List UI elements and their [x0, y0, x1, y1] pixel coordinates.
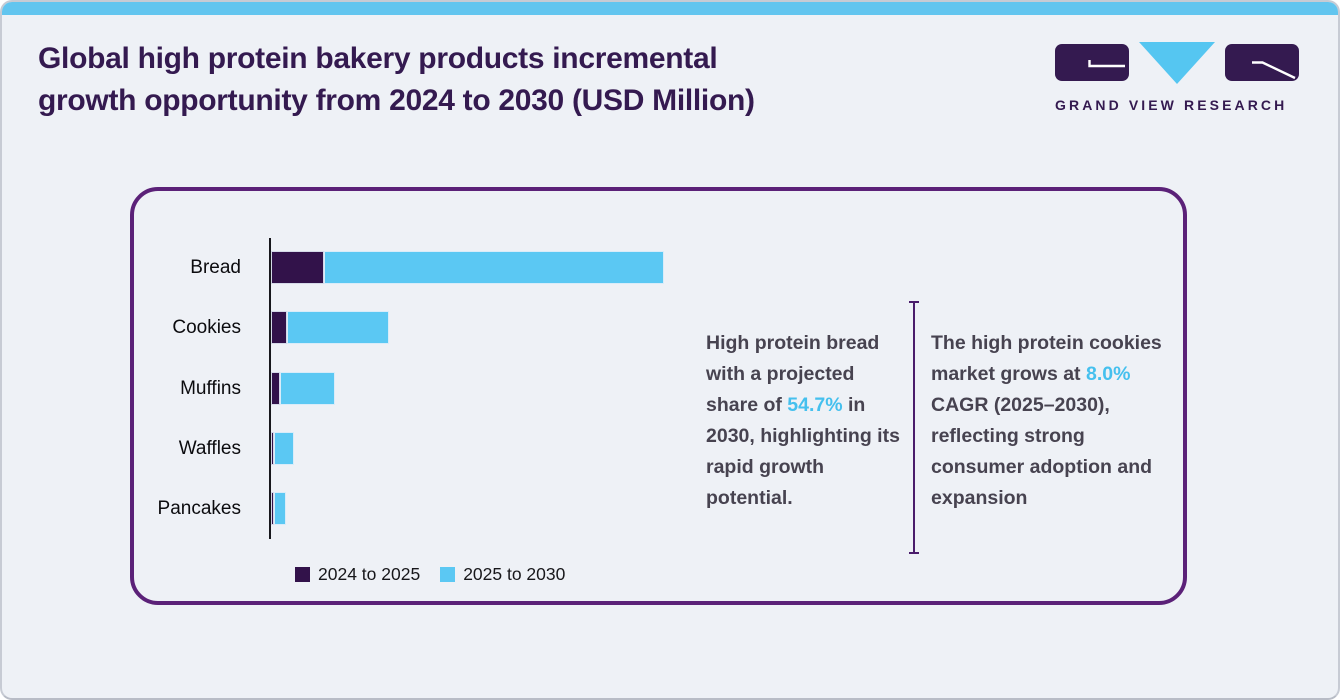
- legend-swatch-icon: [440, 567, 456, 582]
- chart-y-axis-line: [269, 238, 271, 539]
- annotation-bread: High protein bread with a projected shar…: [706, 328, 911, 514]
- annotation-cookies-text-after: CAGR (2025–2030), reflecting strong cons…: [931, 394, 1153, 509]
- top-accent-strip: [2, 2, 1338, 15]
- logo-g-icon: [1055, 44, 1129, 81]
- stacked-bar: [271, 311, 389, 344]
- annotation-bread-text-after: in 2030, highlighting its rapid growth p…: [706, 394, 900, 509]
- category-label: Bread: [190, 257, 241, 278]
- stacked-bar: [271, 492, 286, 525]
- legend-label: 2025 to 2030: [463, 564, 566, 584]
- bar-segment-2024-to-2025: [271, 372, 280, 405]
- brand-logo: GRAND VIEW RESEARCH: [1055, 42, 1301, 113]
- bar-segment-2024-to-2025: [271, 432, 274, 465]
- bar-segment-2024-to-2025: [271, 492, 274, 525]
- category-label: Waffles: [178, 438, 241, 459]
- bar-segment-2025-to-2030: [274, 492, 286, 525]
- chart-row: Pancakes: [134, 492, 1183, 525]
- stacked-bar: [271, 432, 294, 465]
- bar-segment-2025-to-2030: [280, 372, 335, 405]
- bar-segment-2025-to-2030: [274, 432, 294, 465]
- category-label: Muffins: [180, 378, 241, 399]
- chart-legend: 2024 to 2025 2025 to 2030: [295, 564, 565, 585]
- bar-segment-2024-to-2025: [271, 251, 324, 284]
- annotation-cookies: The high protein cookies market grows at…: [931, 328, 1173, 514]
- page-title: Global high protein bakery products incr…: [38, 42, 755, 117]
- brand-name: GRAND VIEW RESEARCH: [1055, 97, 1288, 113]
- annotation-cookies-text: The high protein cookies market grows at: [931, 332, 1162, 385]
- brand-logo-marks: [1055, 42, 1301, 86]
- legend-label: 2024 to 2025: [318, 564, 421, 584]
- bar-segment-2025-to-2030: [324, 251, 664, 284]
- legend-swatch-icon: [295, 567, 310, 582]
- chart-panel: Bread Cookies Muffins Waffles Pancakes 2024 …: [130, 187, 1187, 605]
- chart-row: Bread: [134, 251, 1183, 284]
- annotation-cookies-highlight: 8.0%: [1085, 363, 1131, 385]
- category-label: Cookies: [172, 317, 241, 338]
- annotation-bread-text: High protein bread with a projected shar…: [706, 332, 880, 416]
- legend-item: 2024 to 2025: [295, 564, 420, 585]
- category-label: Pancakes: [157, 498, 241, 519]
- legend-item: 2025 to 2030: [440, 564, 565, 585]
- chart-row: Cookies: [134, 311, 1183, 344]
- chart-row: Waffles: [134, 432, 1183, 465]
- bar-segment-2024-to-2025: [271, 311, 287, 344]
- logo-r-icon: [1225, 44, 1299, 81]
- annotation-divider-line: [909, 301, 919, 554]
- stacked-bar: [271, 372, 335, 405]
- stacked-bar: [271, 251, 664, 284]
- annotation-bread-highlight: 54.7%: [787, 394, 843, 416]
- bar-segment-2025-to-2030: [287, 311, 389, 344]
- chart-row: Muffins: [134, 372, 1183, 405]
- logo-v-triangle-icon: [1139, 42, 1215, 84]
